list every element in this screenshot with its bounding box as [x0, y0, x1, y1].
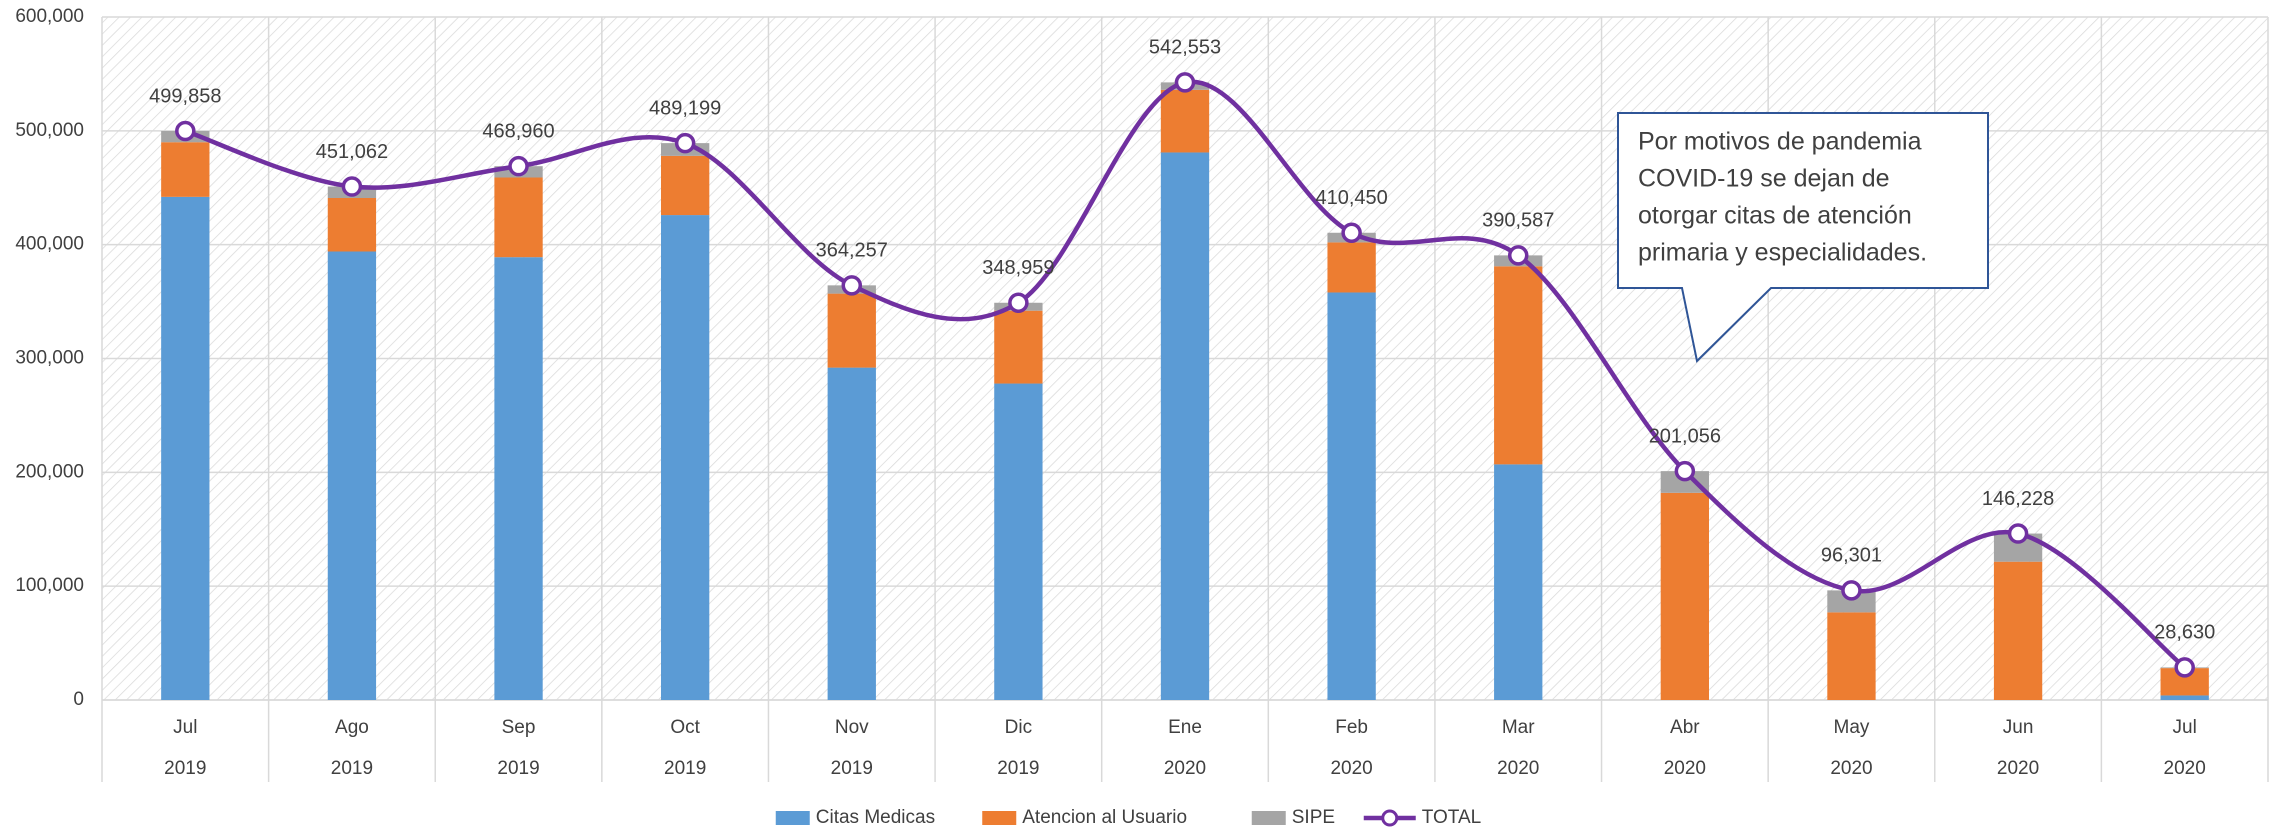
data-label: 364,257: [816, 240, 888, 262]
data-label: 390,587: [1482, 210, 1554, 232]
data-label: 451,062: [316, 141, 388, 163]
x-group-label: 2019: [831, 758, 873, 779]
total-marker: [2007, 523, 2029, 544]
bar-segment: [1160, 89, 1210, 153]
x-tick-label: Nov: [835, 717, 869, 738]
data-label: 348,959: [982, 257, 1054, 279]
x-tick-label: Jul: [2173, 717, 2197, 738]
x-tick-label: Oct: [670, 717, 700, 738]
data-label: 96,301: [1821, 545, 1882, 567]
total-marker: [1341, 222, 1362, 244]
y-tick-label: 0: [73, 689, 84, 710]
annotation-box: [1617, 112, 1989, 364]
data-label: 146,228: [1982, 488, 2054, 510]
bar-segment: [1827, 612, 1876, 700]
x-tick-label: Ene: [1168, 717, 1202, 738]
annotation-text: otorgar citas de atención: [1638, 202, 1912, 230]
bar-segment: [494, 177, 543, 258]
data-label: 410,450: [1315, 187, 1387, 209]
y-tick-label: 600,000: [15, 6, 84, 27]
x-group-label: 2019: [664, 758, 706, 779]
x-group-label: 2019: [497, 758, 539, 779]
legend-swatch: [775, 811, 810, 825]
x-tick-label: Sep: [502, 717, 536, 738]
x-group-label: 2020: [2164, 758, 2206, 779]
data-label: 489,199: [649, 97, 721, 119]
bar-segment: [1160, 152, 1210, 700]
total-marker: [1008, 292, 1029, 314]
bar-segment: [161, 196, 210, 700]
annotation-text: primaria y especialidades.: [1638, 239, 1927, 267]
total-marker: [2174, 657, 2195, 678]
total-marker: [175, 120, 196, 142]
x-tick-label: Jun: [2003, 717, 2034, 738]
x-group-label: 2020: [1997, 758, 2039, 779]
total-marker: [1174, 72, 1196, 93]
total-marker: [1507, 245, 1529, 266]
total-marker: [341, 176, 363, 197]
y-tick-label: 300,000: [15, 348, 84, 369]
y-tick-label: 200,000: [15, 461, 84, 482]
legend-label: TOTAL: [1422, 807, 1481, 828]
x-group-label: 2020: [1330, 758, 1372, 779]
legend-label: Atencion al Usuario: [1022, 807, 1187, 828]
bar-segment: [1993, 561, 2043, 700]
total-marker: [508, 155, 529, 177]
legend-label: Citas Medicas: [816, 807, 935, 828]
x-tick-label: Dic: [1005, 717, 1032, 738]
total-marker: [674, 132, 696, 154]
bar-segment: [1827, 590, 1876, 613]
bar-segment: [2160, 695, 2209, 700]
y-tick-label: 400,000: [15, 234, 84, 255]
bar-segment: [1327, 242, 1376, 293]
bar-segment: [1494, 464, 1543, 700]
x-tick-label: Feb: [1335, 717, 1368, 738]
x-group-label: 2020: [1497, 758, 1539, 779]
x-group-label: 2019: [331, 758, 373, 779]
bar-segment: [827, 367, 876, 700]
bar-segment: [827, 293, 876, 368]
x-tick-label: Ago: [335, 717, 369, 738]
x-group-label: 2020: [1830, 758, 1872, 779]
bar-segment: [1327, 292, 1376, 700]
annotation-text: Por motivos de pandemia: [1638, 128, 1922, 156]
data-label: 201,056: [1649, 425, 1721, 447]
x-tick-label: Jul: [173, 717, 197, 738]
legend-swatch-marker: [1381, 809, 1399, 827]
x-group-label: 2019: [164, 758, 206, 779]
y-tick-label: 500,000: [15, 120, 84, 141]
bar-segment: [1660, 492, 1710, 700]
bar-segment: [327, 197, 377, 252]
bar-segment: [161, 142, 210, 197]
bar-segment: [494, 257, 543, 700]
legend-swatch: [982, 811, 1017, 825]
bar-segment: [327, 251, 377, 700]
data-label: 28,630: [2154, 622, 2215, 644]
data-label: 542,553: [1149, 37, 1221, 59]
y-tick-label: 100,000: [15, 575, 84, 596]
bar-segment: [660, 155, 710, 216]
x-group-label: 2020: [1164, 758, 1206, 779]
total-marker: [1841, 580, 1862, 601]
x-tick-label: Abr: [1670, 717, 1700, 738]
x-tick-label: Mar: [1502, 717, 1535, 738]
x-group-label: 2019: [997, 758, 1039, 779]
data-label: 468,960: [482, 120, 554, 142]
x-tick-label: May: [1834, 717, 1870, 738]
legend-swatch: [1251, 811, 1286, 825]
x-group-label: 2020: [1664, 758, 1706, 779]
bar-segment: [994, 310, 1043, 384]
total-marker: [1674, 460, 1696, 482]
total-marker: [841, 275, 863, 296]
data-label: 499,858: [149, 85, 221, 107]
bar-segment: [660, 215, 710, 700]
bar-segment: [994, 383, 1043, 700]
bar-segment: [1494, 266, 1543, 465]
legend-label: SIPE: [1292, 807, 1335, 828]
annotation-text: COVID-19 se dejan de: [1638, 165, 1890, 193]
bar-segment: [1660, 471, 1710, 493]
